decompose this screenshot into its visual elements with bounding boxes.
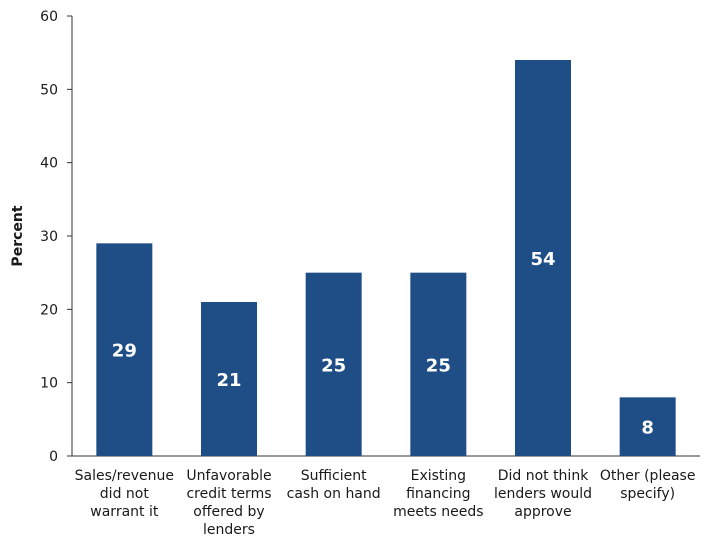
- category-label-line: Existing: [411, 468, 466, 484]
- category-label: Unfavorable credit terms offered by lenders: [186, 468, 271, 538]
- data-label: 8: [641, 418, 654, 439]
- bar: [305, 272, 362, 456]
- category-label-line: cash on hand: [287, 486, 381, 502]
- y-tick-label: 60: [40, 9, 58, 25]
- y-tick-label: 30: [40, 229, 58, 245]
- bar: [96, 243, 153, 456]
- category-label-line: Did not think: [498, 468, 590, 484]
- bar: [515, 60, 571, 456]
- category-label-line: Other (please: [600, 468, 696, 484]
- category-label: Sales/revenue did not warrant it: [75, 468, 174, 520]
- category-label-line: credit terms: [186, 486, 271, 502]
- bar: [619, 397, 676, 456]
- category-label: Other (please specify): [600, 468, 696, 502]
- category-label-line: lenders: [203, 522, 255, 538]
- category-label-line: financing: [406, 486, 471, 502]
- bars: [96, 60, 676, 456]
- category-labels: Sales/revenue did not warrant it Unfavorabl…: [75, 468, 696, 538]
- category-label-line: specify): [620, 486, 675, 502]
- data-label: 54: [530, 249, 555, 270]
- category-label-line: Sufficient: [301, 468, 367, 484]
- axes: [71, 16, 700, 457]
- y-tick-label: 10: [40, 376, 58, 392]
- y-tick-label: 20: [40, 302, 58, 318]
- category-label-line: approve: [514, 504, 571, 520]
- data-label: 29: [112, 341, 137, 362]
- category-label: Sufficient cash on hand: [287, 468, 381, 502]
- category-label-line: offered by: [193, 504, 264, 520]
- data-labels: 29 21 25 25 54 8: [112, 249, 654, 439]
- category-label: Did not think lenders would approve: [494, 468, 592, 520]
- y-tick-label: 0: [49, 449, 58, 465]
- data-label: 21: [216, 370, 241, 391]
- category-label-line: warrant it: [90, 504, 159, 520]
- category-label-line: Unfavorable: [186, 468, 271, 484]
- y-tick-labels: 0 10 20 30 40 50 60: [40, 9, 72, 465]
- category-label-line: Sales/revenue: [75, 468, 174, 484]
- category-label-line: lenders would: [494, 486, 592, 502]
- category-label-line: did not: [100, 486, 150, 502]
- data-label: 25: [426, 355, 451, 376]
- category-label-line: meets needs: [393, 504, 483, 520]
- y-tick-label: 40: [40, 156, 58, 172]
- bar: [201, 302, 257, 456]
- y-tick-label: 50: [40, 82, 58, 98]
- data-label: 25: [321, 355, 346, 376]
- bar: [410, 272, 467, 456]
- y-axis-label: Percent: [10, 205, 26, 266]
- category-label: Existing financing meets needs: [393, 468, 483, 520]
